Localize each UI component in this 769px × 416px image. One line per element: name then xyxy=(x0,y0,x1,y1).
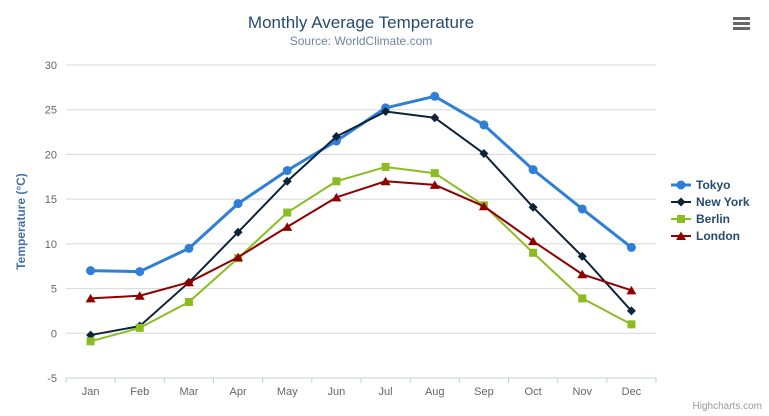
x-axis-label: Dec xyxy=(622,386,642,398)
marker-square-berlin[interactable] xyxy=(332,177,341,186)
x-axis-label: May xyxy=(277,386,298,398)
series-line-new-york[interactable] xyxy=(89,110,633,337)
marker-diamond-new-york[interactable] xyxy=(528,202,538,212)
marker-diamond-new-york[interactable] xyxy=(479,149,489,159)
y-axis-tick-label: 25 xyxy=(45,105,57,117)
marker-diamond-new-york[interactable] xyxy=(577,251,587,261)
marker-triangle-london[interactable] xyxy=(429,180,440,189)
x-axis-label: Jul xyxy=(379,386,393,398)
legend-item-tokyo[interactable]: Tokyo xyxy=(671,176,750,193)
y-axis-tick-label: 15 xyxy=(45,194,57,206)
hamburger-menu-icon[interactable] xyxy=(733,17,750,32)
marker-diamond-new-york[interactable] xyxy=(626,306,636,316)
y-axis-tick-label: 5 xyxy=(51,284,57,296)
marker-triangle-london[interactable] xyxy=(282,222,293,231)
marker-circle-tokyo[interactable] xyxy=(430,91,440,101)
x-axis-label: Aug xyxy=(425,386,445,398)
marker-triangle-london[interactable] xyxy=(331,192,342,202)
marker-diamond-new-york[interactable] xyxy=(233,227,243,237)
marker-diamond-new-york[interactable] xyxy=(430,113,440,123)
marker-circle-tokyo[interactable] xyxy=(135,267,145,277)
marker-circle-tokyo[interactable] xyxy=(577,204,587,214)
marker-triangle-london[interactable] xyxy=(233,252,244,262)
x-axis-label: Nov xyxy=(572,386,592,398)
legend-triangle-icon xyxy=(671,231,691,240)
x-axis-label: Apr xyxy=(230,386,247,398)
chart-subtitle: Source: WorldClimate.com xyxy=(289,34,433,48)
marker-diamond-new-york[interactable] xyxy=(381,107,391,117)
series-line-tokyo[interactable] xyxy=(89,94,633,274)
marker-square-berlin[interactable] xyxy=(283,208,292,217)
marker-diamond-new-york[interactable] xyxy=(86,330,96,340)
marker-square-berlin[interactable] xyxy=(381,162,390,171)
marker-circle-tokyo[interactable] xyxy=(233,199,243,209)
x-axis-label: Jan xyxy=(82,386,100,398)
marker-triangle-london[interactable] xyxy=(478,201,489,211)
marker-triangle-london[interactable] xyxy=(85,293,96,303)
legend-diamond-icon xyxy=(671,197,691,206)
y-axis-tick-label: 20 xyxy=(45,149,57,161)
hamburger-bar xyxy=(733,27,750,30)
x-axis-label: Feb xyxy=(130,386,149,398)
marker-square-berlin[interactable] xyxy=(135,323,144,332)
marker-triangle-london[interactable] xyxy=(528,236,539,246)
marker-diamond-new-york xyxy=(676,197,686,206)
y-axis-tick-label: 30 xyxy=(45,60,57,72)
x-axis-label: Oct xyxy=(525,386,542,398)
hamburger-bar xyxy=(733,17,750,20)
y-axis-tick-label: -5 xyxy=(47,373,57,385)
marker-circle-tokyo[interactable] xyxy=(528,165,538,175)
marker-square-berlin[interactable] xyxy=(627,320,636,329)
marker-circle-tokyo[interactable] xyxy=(184,243,194,253)
legend-square-icon xyxy=(671,214,691,223)
marker-circle-tokyo xyxy=(676,180,686,189)
y-axis-tick-label: 10 xyxy=(45,239,57,251)
series-line-london[interactable] xyxy=(89,180,633,300)
series-line-berlin[interactable] xyxy=(89,165,633,343)
x-axis-label: Sep xyxy=(474,386,494,398)
marker-square-berlin[interactable] xyxy=(529,248,538,257)
legend-label: New York xyxy=(696,194,750,209)
marker-square-berlin[interactable] xyxy=(86,337,95,346)
marker-square-berlin[interactable] xyxy=(184,297,193,306)
y-axis-tick-label: 0 xyxy=(51,328,57,340)
legend: Tokyo New York Berlin London xyxy=(671,176,750,244)
marker-triangle-london xyxy=(676,231,686,240)
marker-square-berlin[interactable] xyxy=(578,294,587,303)
marker-circle-tokyo[interactable] xyxy=(282,166,292,176)
chart-title: Monthly Average Temperature xyxy=(247,13,475,32)
marker-circle-tokyo[interactable] xyxy=(479,120,489,130)
highcharts-credit-link[interactable]: Highcharts.com xyxy=(692,401,762,412)
marker-square-berlin[interactable] xyxy=(430,169,439,178)
marker-diamond-new-york[interactable] xyxy=(282,176,292,186)
y-axis-title: Temperature (°C) xyxy=(14,173,28,270)
legend-label: Tokyo xyxy=(696,177,731,192)
marker-triangle-london[interactable] xyxy=(134,291,145,300)
legend-label: Berlin xyxy=(696,211,731,226)
legend-label: London xyxy=(696,228,740,243)
legend-item-new-york[interactable]: New York xyxy=(671,193,750,210)
marker-triangle-london[interactable] xyxy=(626,285,637,295)
x-axis-label: Jun xyxy=(328,386,346,398)
legend-circle-icon xyxy=(671,180,691,189)
marker-triangle-london[interactable] xyxy=(183,277,194,287)
marker-triangle-london[interactable] xyxy=(577,269,588,279)
marker-square-berlin xyxy=(677,214,685,223)
legend-item-berlin[interactable]: Berlin xyxy=(671,210,750,227)
marker-circle-tokyo[interactable] xyxy=(86,266,96,276)
hamburger-bar xyxy=(733,22,750,25)
marker-triangle-london[interactable] xyxy=(380,176,391,186)
x-axis-label: Mar xyxy=(179,386,198,398)
marker-circle-tokyo[interactable] xyxy=(626,242,636,252)
legend-item-london[interactable]: London xyxy=(671,227,750,244)
marker-diamond-new-york[interactable] xyxy=(331,132,341,142)
